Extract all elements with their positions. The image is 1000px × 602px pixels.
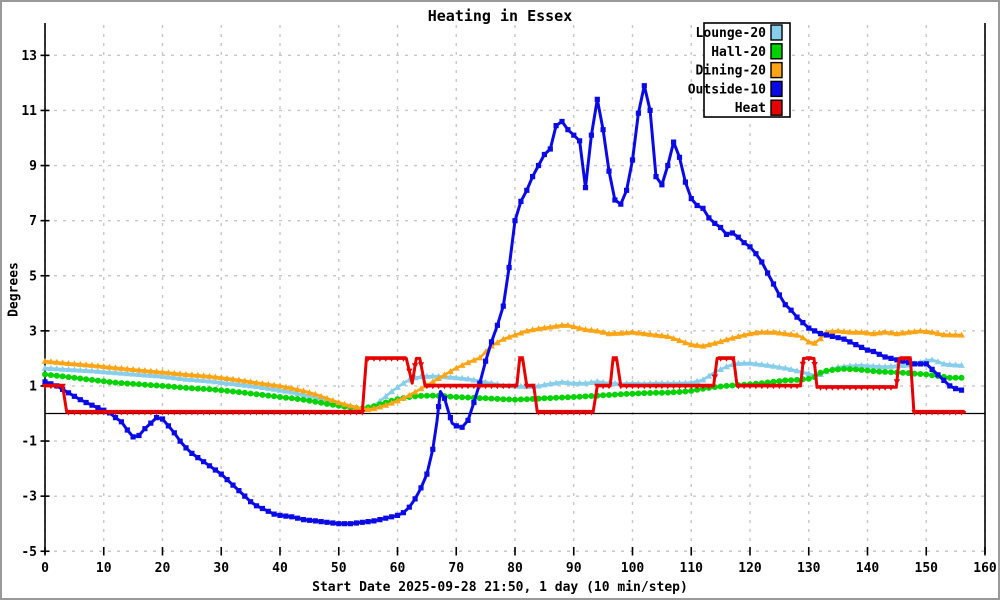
y-tick-label: -5 xyxy=(21,545,37,560)
legend-swatch xyxy=(770,43,783,60)
axes xyxy=(40,23,986,556)
tick-labels: 0 10 20 30 40 50 60 70 80 90 100 110 120 130 140 150 160… xyxy=(21,49,997,576)
legend-label: Heat xyxy=(735,101,766,116)
gridlines xyxy=(44,25,986,552)
series-markers-dining-20 xyxy=(41,321,965,412)
y-tick-label: 1 xyxy=(29,379,37,394)
x-tick-label: 100 xyxy=(621,561,645,576)
legend-swatch xyxy=(770,99,783,116)
y-tick-label: 9 xyxy=(29,159,37,174)
series-markers-hall-20 xyxy=(42,365,965,412)
series-outside-10 xyxy=(42,83,965,527)
x-tick-label: 130 xyxy=(797,561,821,576)
legend-label: Hall-20 xyxy=(711,45,766,60)
chart-title: Heating in Essex xyxy=(427,7,573,25)
x-tick-label: 20 xyxy=(155,561,171,576)
x-tick-label: 60 xyxy=(390,561,406,576)
x-tick-label: 40 xyxy=(272,561,288,576)
y-tick-label: 3 xyxy=(29,324,37,339)
legend-item-dining-20: Dining-20 xyxy=(696,61,783,79)
series-hall-20 xyxy=(42,365,965,412)
series-heat xyxy=(41,356,966,416)
legend-item-hall-20: Hall-20 xyxy=(711,43,783,60)
x-tick-label: 80 xyxy=(507,561,523,576)
x-tick-label: 160 xyxy=(973,561,997,576)
legend-label: Dining-20 xyxy=(696,64,767,79)
legend-label: Outside-10 xyxy=(688,82,766,97)
x-tick-label: 110 xyxy=(680,561,704,576)
x-tick-label: 140 xyxy=(856,561,880,576)
legend-swatch xyxy=(770,61,783,79)
legend: Lounge-20 Hall-20 Dining-20 Outside-10 Heat xyxy=(688,22,791,118)
y-axis-label: Degrees xyxy=(6,262,22,317)
x-tick-label: 50 xyxy=(331,561,347,576)
series-dining-20 xyxy=(41,321,965,412)
y-tick-label: -1 xyxy=(21,435,37,450)
x-tick-label: 0 xyxy=(41,561,49,576)
y-tick-label: 7 xyxy=(29,214,37,229)
y-tick-label: 11 xyxy=(21,104,37,119)
legend-swatch xyxy=(770,80,783,98)
legend-item-lounge-20: Lounge-20 xyxy=(696,24,783,41)
x-tick-label: 150 xyxy=(915,561,939,576)
x-tick-label: 120 xyxy=(738,561,762,576)
series xyxy=(41,83,966,527)
series-markers-outside-10 xyxy=(42,83,965,527)
x-tick-label: 10 xyxy=(96,561,112,576)
x-tick-label: 90 xyxy=(566,561,582,576)
y-tick-label: 5 xyxy=(29,269,37,284)
legend-swatch xyxy=(770,24,783,41)
legend-item-heat: Heat xyxy=(735,99,783,116)
legend-label: Lounge-20 xyxy=(696,26,767,41)
x-tick-label: 70 xyxy=(448,561,464,576)
x-axis-label: Start Date 2025-09-28 21:50, 1 day (10 m… xyxy=(312,580,688,595)
legend-item-outside-10: Outside-10 xyxy=(688,80,783,98)
series-markers-heat xyxy=(41,356,965,416)
x-tick-label: 30 xyxy=(213,561,229,576)
y-tick-label: 13 xyxy=(21,49,37,64)
y-tick-label: -3 xyxy=(21,490,37,505)
